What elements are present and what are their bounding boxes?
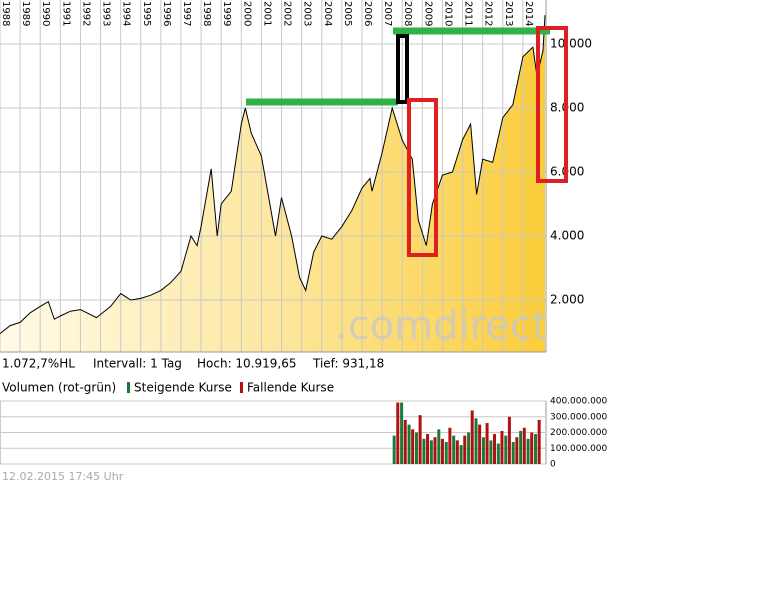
- volume-bar: [467, 432, 471, 464]
- volume-bar: [463, 435, 467, 464]
- legend-swatch: [127, 382, 130, 393]
- x-tick-label: 2004: [322, 1, 333, 26]
- volume-bar: [489, 440, 493, 464]
- volume-title: Volumen (rot-grün): [2, 381, 116, 395]
- x-tick-label: 2011: [463, 1, 474, 26]
- volume-bar: [400, 402, 404, 464]
- stat: Tief: 931,18: [312, 357, 384, 371]
- volume-bar: [455, 440, 459, 464]
- highlight-box: [396, 34, 409, 104]
- x-tick-label: 2002: [282, 1, 293, 26]
- volume-bar: [433, 437, 437, 464]
- y-tick-label: 300.000.000: [550, 412, 608, 422]
- volume-bar: [496, 443, 500, 464]
- x-tick-label: 2012: [483, 1, 494, 26]
- y-tick-label: 2.000: [550, 293, 584, 307]
- volume-bar: [530, 432, 534, 464]
- volume-bar: [459, 445, 463, 464]
- y-tick-label: 4.000: [550, 229, 584, 243]
- volume-bar: [474, 418, 478, 464]
- x-tick-label: 2003: [302, 1, 313, 26]
- highlight-box: [407, 98, 438, 257]
- stat: 1.072,7%HL: [2, 357, 75, 371]
- stat: Hoch: 10.919,65: [197, 357, 297, 371]
- volume-bar: [444, 441, 448, 464]
- x-tick-label: 1989: [20, 1, 31, 26]
- y-tick-label: 100.000.000: [550, 444, 608, 454]
- volume-bar: [418, 415, 422, 464]
- x-tick-label: 2008: [402, 1, 413, 26]
- x-tick-label: 2009: [422, 1, 433, 26]
- volume-bar: [481, 437, 485, 464]
- timestamp: 12.02.2015 17:45 Uhr: [2, 470, 124, 483]
- y-tick-label: 10.000: [550, 37, 592, 51]
- volume-bar: [478, 424, 482, 464]
- volume-bar: [426, 434, 430, 464]
- volume-bar: [511, 441, 515, 464]
- volume-bar: [522, 427, 526, 464]
- volume-bar: [396, 402, 400, 464]
- x-tick-label: 2014: [523, 1, 534, 26]
- volume-bar: [407, 424, 411, 464]
- price-line: [0, 15, 546, 334]
- x-tick-label: 2007: [382, 1, 393, 26]
- volume-bar: [519, 430, 523, 464]
- volume-bar: [470, 410, 474, 464]
- x-tick-label: 1996: [161, 1, 172, 26]
- volume-bar: [392, 435, 396, 464]
- x-tick-label: 1997: [181, 1, 192, 26]
- x-tick-label: 2010: [442, 1, 453, 26]
- volume-bar: [493, 434, 497, 464]
- x-tick-label: 1995: [141, 1, 152, 26]
- volume-bar: [448, 427, 452, 464]
- y-tick-label: 0: [550, 460, 556, 470]
- legend-label: Steigende Kurse: [134, 381, 232, 395]
- volume-bar: [437, 429, 441, 464]
- x-tick-label: 1993: [101, 1, 112, 26]
- volume-bar: [429, 440, 433, 464]
- watermark: .comdirect: [335, 303, 548, 349]
- x-tick-label: 1992: [80, 1, 91, 26]
- x-tick-label: 2000: [241, 1, 252, 26]
- x-tick-label: 2001: [261, 1, 272, 26]
- volume-bar: [440, 438, 444, 464]
- volume-bar: [452, 435, 456, 464]
- volume-bar: [534, 434, 538, 464]
- x-tick-label: 2005: [342, 1, 353, 26]
- volume-bar: [414, 432, 418, 464]
- x-tick-label: 2006: [362, 1, 373, 26]
- highlight-box: [536, 26, 568, 183]
- volume-bar: [422, 438, 426, 464]
- annotations: [246, 26, 568, 257]
- legend-swatch: [240, 382, 243, 393]
- volume-bar: [504, 435, 508, 464]
- volume-bar: [526, 438, 530, 464]
- x-tick-label: 1988: [0, 1, 11, 26]
- y-tick-label: 400.000.000: [550, 397, 608, 407]
- volume-bar: [500, 430, 504, 464]
- stat: Intervall: 1 Tag: [93, 357, 182, 371]
- volume-bar: [515, 437, 519, 464]
- price-area: [0, 15, 545, 352]
- x-tick-label: 2013: [503, 1, 514, 26]
- x-tick-label: 1998: [201, 1, 212, 26]
- legend-label: Fallende Kurse: [247, 381, 334, 395]
- volume-bar: [485, 423, 489, 464]
- volume-bar: [507, 416, 511, 464]
- x-tick-label: 1999: [221, 1, 232, 26]
- x-tick-label: 1990: [40, 1, 51, 26]
- volume-bar: [403, 419, 407, 464]
- volume-bar: [411, 429, 415, 464]
- x-tick-label: 1994: [121, 1, 132, 26]
- x-tick-label: 1991: [60, 1, 71, 26]
- y-tick-label: 200.000.000: [550, 428, 608, 438]
- volume-bar: [537, 419, 541, 464]
